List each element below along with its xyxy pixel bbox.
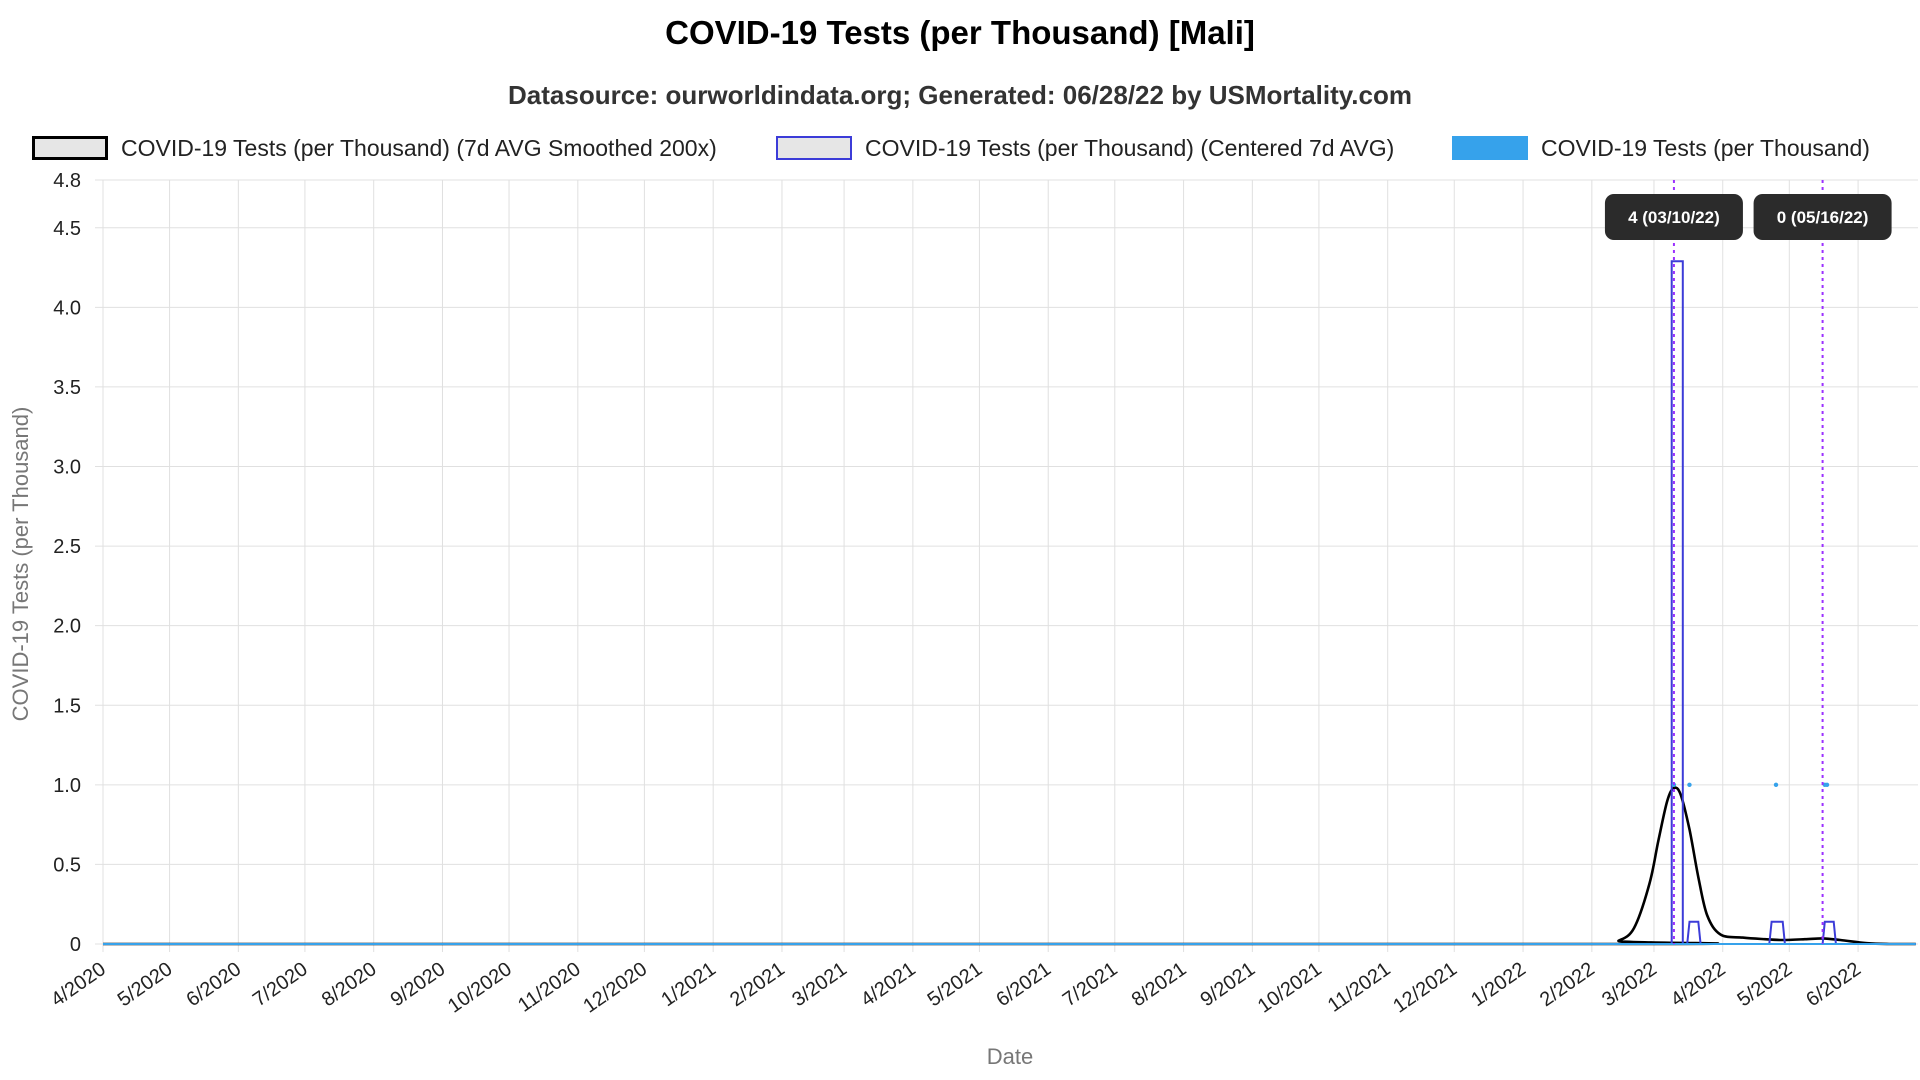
legend-label-centered: COVID-19 Tests (per Thousand) (Centered …	[865, 134, 1395, 161]
legend-item-smoothed[interactable]: COVID-19 Tests (per Thousand) (7d AVG Sm…	[32, 133, 717, 163]
y-tick-label: 1.0	[53, 775, 81, 797]
legend-item-daily[interactable]: COVID-19 Tests (per Thousand)	[1452, 133, 1870, 163]
legend: COVID-19 Tests (per Thousand) (7d AVG Sm…	[0, 133, 1920, 163]
chart-subtitle: Datasource: ourworldindata.org; Generate…	[508, 80, 1412, 110]
y-tick-label: 4.8	[53, 170, 81, 192]
series-layer	[103, 260, 1916, 946]
legend-label-smoothed: COVID-19 Tests (per Thousand) (7d AVG Sm…	[121, 134, 717, 161]
x-tick-label: 4/2021	[857, 958, 920, 1011]
y-tick-label: 0.5	[53, 854, 81, 876]
x-axis-title: Date	[987, 1044, 1033, 1069]
x-tick-label: 5/2021	[924, 958, 987, 1011]
y-axis-title: COVID-19 Tests (per Thousand)	[8, 407, 33, 722]
grid	[95, 179, 1918, 952]
x-tick-label: 9/2020	[387, 958, 450, 1011]
x-tick-label: 6/2022	[1802, 958, 1865, 1011]
daily-point	[1824, 782, 1830, 788]
annotation-label: 0 (05/16/22)	[1777, 208, 1869, 227]
x-tick-label: 2/2021	[726, 958, 789, 1011]
x-tick-label: 4/2020	[47, 958, 110, 1011]
y-tick-label: 1.5	[53, 695, 81, 717]
x-tick-label: 5/2022	[1733, 958, 1796, 1011]
x-tick-label: 8/2020	[318, 958, 381, 1011]
x-tick-label: 6/2021	[992, 958, 1055, 1011]
x-tick-label: 6/2020	[182, 958, 245, 1011]
x-tick-label: 10/2021	[1254, 958, 1326, 1017]
centered-avg-line	[103, 260, 1916, 945]
annotation-box	[1753, 194, 1892, 240]
chart-title: COVID-19 Tests (per Thousand) [Mali]	[665, 14, 1255, 51]
x-tick-label: 11/2020	[514, 958, 585, 1017]
x-tick-label: 12/2021	[1389, 958, 1461, 1017]
y-axis-ticks: 0 0.5 1.0 1.5 2.0 2.5 3.0 3.5 4.0 4.5 4.8	[53, 170, 81, 956]
y-tick-label: 3.0	[53, 457, 81, 479]
x-tick-label: 7/2021	[1059, 958, 1122, 1011]
y-tick-label: 3.5	[53, 377, 81, 399]
x-tick-label: 2/2022	[1536, 958, 1599, 1011]
y-tick-label: 4.0	[53, 297, 81, 319]
smoothed-avg-line	[103, 786, 1916, 946]
x-tick-label: 8/2021	[1128, 958, 1191, 1011]
x-tick-label: 9/2021	[1196, 958, 1259, 1011]
annotation-box	[1604, 194, 1743, 240]
x-tick-label: 11/2021	[1324, 958, 1395, 1017]
daily-point	[1773, 782, 1779, 788]
legend-label-daily: COVID-19 Tests (per Thousand)	[1541, 134, 1870, 161]
x-tick-label: 10/2020	[444, 958, 516, 1017]
x-tick-label: 12/2020	[579, 958, 651, 1017]
legend-item-centered[interactable]: COVID-19 Tests (per Thousand) (Centered …	[776, 133, 1394, 163]
x-tick-label: 3/2021	[788, 958, 851, 1011]
legend-swatch-smoothed	[32, 136, 108, 160]
x-tick-label: 4/2022	[1667, 958, 1730, 1011]
x-tick-label: 3/2022	[1598, 958, 1661, 1011]
y-tick-label: 4.5	[53, 218, 81, 240]
daily-point	[1687, 782, 1692, 788]
x-axis-ticks: 4/2020 5/2020 6/2020 7/2020 8/2020 9/202010/2…	[47, 958, 1865, 1017]
x-tick-label: 5/2020	[114, 958, 177, 1011]
annotations: 4 (03/10/22) 0 (05/16/22)	[1604, 180, 1892, 944]
x-tick-label: 7/2020	[249, 958, 312, 1011]
legend-swatch-daily	[1452, 136, 1528, 160]
annotation-label: 4 (03/10/22)	[1628, 208, 1720, 227]
y-tick-label: 2.0	[53, 616, 81, 638]
x-tick-label: 1/2021	[657, 958, 720, 1011]
y-tick-label: 2.5	[53, 536, 81, 558]
x-tick-label: 1/2022	[1467, 958, 1530, 1011]
y-tick-label: 0	[70, 934, 81, 956]
legend-swatch-centered	[776, 136, 852, 160]
